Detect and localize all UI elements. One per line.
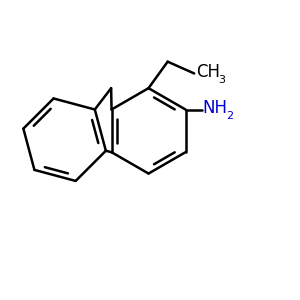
Text: 3: 3 [218, 75, 225, 85]
Text: CH: CH [196, 63, 220, 81]
Text: NH: NH [202, 99, 227, 117]
Text: 2: 2 [226, 111, 233, 121]
